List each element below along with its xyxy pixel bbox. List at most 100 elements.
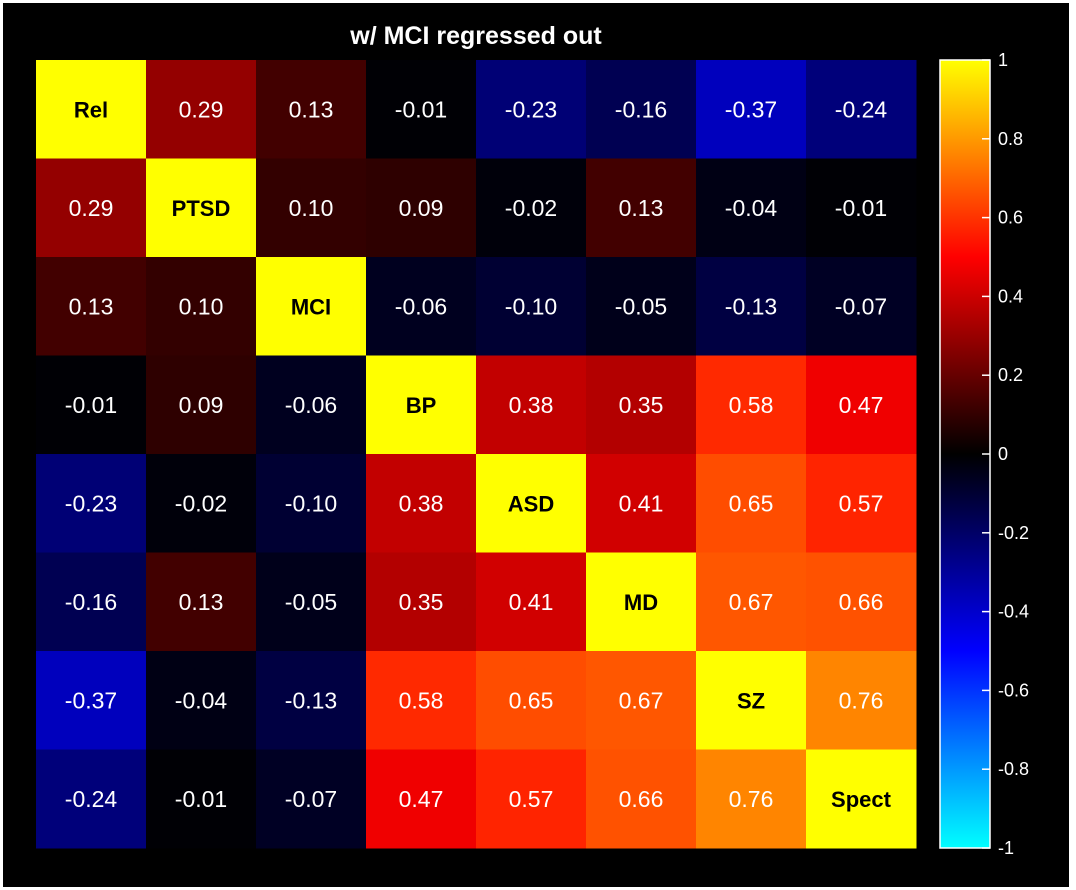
cell-value-label: 0.13 xyxy=(289,96,334,122)
heatmap-cell xyxy=(806,355,917,455)
heatmap-cell xyxy=(146,454,257,553)
cell-value-label: 0.65 xyxy=(509,687,554,713)
cell-value-label: 0.29 xyxy=(179,96,224,122)
colorbar-tick-label: -1 xyxy=(998,838,1014,858)
heatmap-cells: Rel 0.29 0.13 -0.01 -0.23 -0.16 -0.37 -0.24 0.29… xyxy=(36,60,917,849)
heatmap-cell xyxy=(476,749,587,849)
heatmap-cell xyxy=(476,651,587,750)
heatmap-cell xyxy=(256,158,367,258)
heatmap-cell xyxy=(36,60,147,159)
cell-value-label: 0.38 xyxy=(509,392,554,418)
diagonal-label: MCI xyxy=(291,294,331,319)
colorbar-bar xyxy=(939,59,991,849)
colorbar-tick-label: -0.8 xyxy=(998,759,1029,779)
heatmap-cell xyxy=(586,552,697,652)
cell-value-label: -0.16 xyxy=(615,96,667,122)
heatmap-cell xyxy=(476,60,587,159)
heatmap-cell xyxy=(586,651,697,750)
heatmap-cell xyxy=(146,158,257,258)
cell-value-label: 0.10 xyxy=(289,195,334,221)
heatmap-cell xyxy=(146,60,257,159)
cell-value-label: 0.13 xyxy=(69,293,114,319)
heatmap-cell xyxy=(806,158,917,258)
heatmap-cell xyxy=(366,749,477,849)
heatmap-cell xyxy=(586,60,697,159)
heatmap-cell xyxy=(696,552,807,652)
heatmap-cell xyxy=(586,257,697,356)
colorbar-tick-label: 0.6 xyxy=(998,208,1023,228)
heatmap-cell xyxy=(696,454,807,553)
heatmap-cell xyxy=(36,651,147,750)
colorbar-tick-label: 0.2 xyxy=(998,365,1023,385)
heatmap-cell xyxy=(36,158,147,258)
cell-value-label: 0.35 xyxy=(619,392,664,418)
diagonal-label: MD xyxy=(624,590,658,615)
heatmap-cell xyxy=(696,749,807,849)
cell-value-label: 0.38 xyxy=(399,490,444,516)
cell-value-label: -0.02 xyxy=(175,490,227,516)
cell-value-label: 0.09 xyxy=(399,195,444,221)
cell-value-label: -0.06 xyxy=(285,392,337,418)
heatmap-cell xyxy=(586,355,697,455)
diagonal-label: BP xyxy=(406,393,437,418)
cell-value-label: -0.24 xyxy=(835,96,888,122)
cell-value-label: -0.02 xyxy=(505,195,557,221)
heatmap-cell xyxy=(476,158,587,258)
heatmap-cell xyxy=(806,60,917,159)
heatmap-cell xyxy=(366,257,477,356)
heatmap-cell xyxy=(256,257,367,356)
colorbar-tick-label: -0.2 xyxy=(998,523,1029,543)
heatmap-cell xyxy=(696,257,807,356)
diagonal-label: SZ xyxy=(737,688,765,713)
heatmap-cell xyxy=(256,749,367,849)
cell-value-label: -0.13 xyxy=(285,687,337,713)
heatmap-cell xyxy=(36,257,147,356)
heatmap-cell xyxy=(806,257,917,356)
cell-value-label: -0.07 xyxy=(285,786,337,812)
cell-value-label: -0.37 xyxy=(725,96,777,122)
heatmap-cell xyxy=(256,651,367,750)
heatmap-cell xyxy=(366,454,477,553)
heatmap-cell xyxy=(696,158,807,258)
heatmap-cell xyxy=(806,651,917,750)
heatmap-cell xyxy=(256,454,367,553)
cell-value-label: -0.05 xyxy=(615,293,667,319)
heatmap-cell xyxy=(36,749,147,849)
cell-value-label: -0.16 xyxy=(65,589,117,615)
cell-value-label: -0.01 xyxy=(395,96,447,122)
heatmap-cell xyxy=(476,355,587,455)
diagonal-label: Rel xyxy=(74,97,108,122)
cell-value-label: 0.47 xyxy=(839,392,884,418)
cell-value-label: 0.66 xyxy=(839,589,884,615)
heatmap-cell xyxy=(146,651,257,750)
cell-value-label: -0.10 xyxy=(505,293,557,319)
cell-value-label: -0.01 xyxy=(65,392,117,418)
cell-value-label: -0.13 xyxy=(725,293,777,319)
heatmap-cell xyxy=(36,355,147,455)
cell-value-label: -0.10 xyxy=(285,490,337,516)
cell-value-label: -0.01 xyxy=(175,786,227,812)
cell-value-label: 0.67 xyxy=(729,589,774,615)
cell-value-label: 0.09 xyxy=(179,392,224,418)
cell-value-label: -0.24 xyxy=(65,786,118,812)
colorbar-tick-label: -0.6 xyxy=(998,680,1029,700)
heatmap-cell xyxy=(696,355,807,455)
heatmap-cell xyxy=(146,355,257,455)
cell-value-label: 0.29 xyxy=(69,195,114,221)
heatmap-cell xyxy=(366,355,477,455)
heatmap-cell xyxy=(146,749,257,849)
heatmap-cell xyxy=(36,552,147,652)
cell-value-label: -0.01 xyxy=(835,195,887,221)
cell-value-label: 0.58 xyxy=(399,687,444,713)
chart-title: w/ MCI regressed out xyxy=(350,22,602,50)
heatmap-cell xyxy=(366,158,477,258)
heatmap-cell xyxy=(256,60,367,159)
heatmap-cell xyxy=(146,257,257,356)
colorbar-tick-label: 1 xyxy=(998,50,1008,70)
diagonal-label: PTSD xyxy=(172,196,231,221)
cell-value-label: 0.67 xyxy=(619,687,664,713)
heatmap-cell xyxy=(806,749,917,849)
cell-value-label: 0.35 xyxy=(399,589,444,615)
colorbar-tick-label: 0.8 xyxy=(998,129,1023,149)
